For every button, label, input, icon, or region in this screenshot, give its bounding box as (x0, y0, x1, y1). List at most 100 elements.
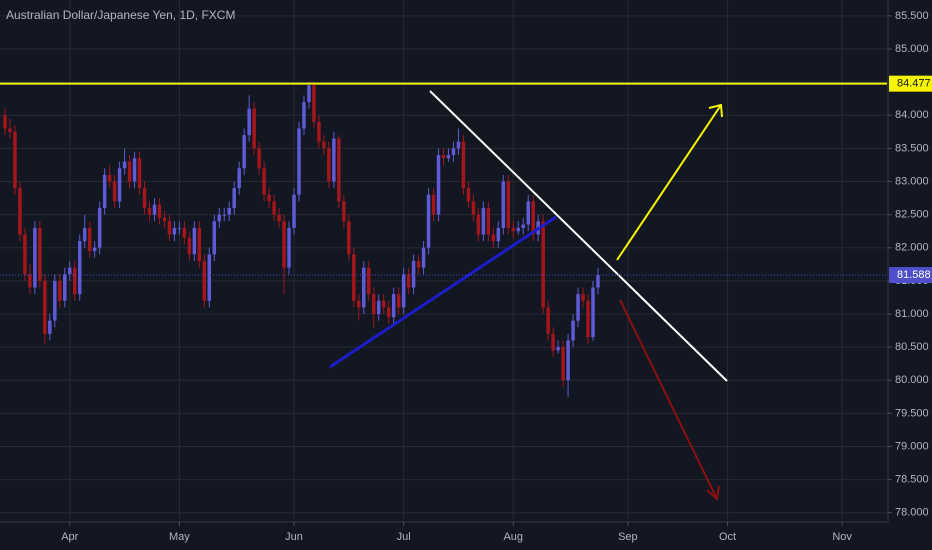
chart-title: Australian Dollar/Japanese Yen, 1D, FXCM (6, 8, 235, 22)
candle-body (192, 227, 197, 255)
candle-body (531, 201, 535, 235)
candle-body (391, 294, 396, 318)
candle-body (33, 227, 37, 288)
candle-body (287, 227, 291, 268)
candle-body (187, 237, 192, 255)
candle-body (521, 224, 525, 228)
y-tick-label: 82.500 (895, 209, 929, 221)
candle-body (501, 181, 506, 228)
x-tick-label: Sep (618, 531, 638, 543)
candle-body (68, 267, 72, 275)
candle-body (43, 280, 47, 334)
x-tick-label: Jun (285, 531, 303, 543)
x-tick-label: Jul (397, 531, 411, 543)
drawings (329, 90, 728, 501)
candle-body (352, 254, 356, 301)
candle-body (446, 155, 451, 159)
y-tick-label: 80.500 (895, 341, 929, 353)
candle-body (117, 168, 122, 202)
candle-body (152, 204, 157, 215)
candle-body (317, 121, 321, 142)
candle-body (102, 174, 107, 209)
y-tick-label: 83.000 (895, 175, 929, 187)
candle-body (322, 141, 326, 149)
candle-body (337, 138, 341, 202)
x-tick-label: Nov (832, 531, 852, 543)
candle-body (48, 320, 52, 334)
candle-body (38, 227, 42, 281)
candle-body (591, 287, 595, 338)
x-tick-label: May (169, 531, 190, 543)
candle-body (491, 234, 496, 242)
y-tick-label: 78.500 (895, 474, 929, 486)
candle-body (396, 294, 401, 308)
x-tick-label: Aug (503, 531, 523, 543)
candle-body (362, 267, 366, 308)
candle-body (257, 148, 261, 169)
axes: 78.000 78.500 79.000 79.500 80.000 80.500 81.0… (0, 10, 932, 543)
candle-body (53, 280, 57, 321)
candle-body (177, 227, 182, 229)
candle-body (157, 204, 162, 218)
candle-body (596, 275, 600, 288)
candle-body (426, 194, 431, 248)
x-tick-label: Oct (719, 531, 736, 543)
y-tick-label: 85.500 (895, 10, 929, 22)
candle-body (456, 141, 461, 149)
candle-body (411, 261, 416, 288)
candle-body (202, 261, 207, 301)
candle-body (551, 333, 555, 351)
candle-body (566, 340, 570, 381)
candle-body (461, 141, 466, 189)
candle-body (496, 227, 501, 242)
candle-body (147, 208, 152, 215)
bearish-arrow (619, 299, 718, 500)
candle-body (172, 227, 177, 235)
candle-body (217, 214, 222, 222)
candle-body (73, 267, 77, 295)
candle-body (511, 227, 516, 232)
candle-body (441, 155, 446, 159)
candle-body (476, 214, 481, 235)
resistance-trendline (429, 90, 728, 382)
y-tick-label: 79.000 (895, 440, 929, 452)
candle-body (451, 148, 456, 156)
candle-body (247, 108, 251, 136)
candle-body (122, 161, 127, 169)
candle-body (197, 227, 202, 261)
candle-body (82, 227, 87, 242)
candle-body (77, 241, 82, 295)
candle-body (526, 201, 530, 225)
candle-body (282, 221, 286, 268)
y-tick-label: 85.000 (895, 43, 929, 55)
candle-body (367, 267, 371, 295)
candle-body (541, 221, 545, 308)
y-tick-label: 79.500 (895, 407, 929, 419)
y-tick-label: 78.000 (895, 507, 929, 519)
candle-body (142, 188, 147, 209)
grid (0, 0, 887, 522)
candle-body (486, 208, 491, 235)
candle-body (277, 214, 281, 222)
y-tick-label: 82.000 (895, 242, 929, 254)
candle-body (167, 221, 172, 235)
candle-body (586, 300, 590, 338)
candle-body (28, 274, 32, 288)
candle-body (481, 208, 486, 235)
candle-body (13, 131, 17, 189)
candle-body (237, 168, 241, 189)
candle-body (262, 168, 266, 195)
candle-body (97, 208, 102, 248)
candles (3, 82, 600, 397)
candle-body (332, 138, 336, 182)
candle-body (297, 128, 301, 195)
candle-body (127, 161, 132, 182)
candle-body (546, 307, 550, 334)
candle-body (302, 102, 306, 129)
candle-body (207, 254, 212, 301)
support-trendline (329, 215, 557, 369)
candle-body (416, 261, 421, 268)
candle-body (8, 128, 12, 132)
last-price-label: 81.588 (897, 269, 931, 281)
